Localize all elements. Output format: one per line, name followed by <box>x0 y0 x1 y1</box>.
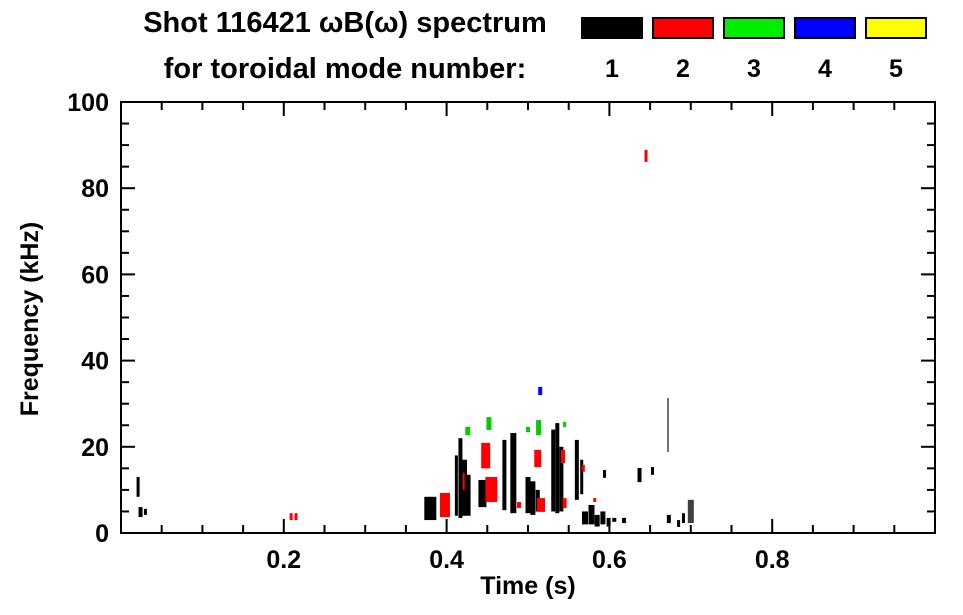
y-tick-label: 80 <box>81 175 109 203</box>
data-mark-mode-1 <box>588 504 595 525</box>
data-mark-mode-1 <box>667 398 670 452</box>
data-mark-mode-1 <box>559 446 564 512</box>
x-tick-label: 0.6 <box>592 546 627 574</box>
legend-swatch-mode-2 <box>652 17 714 39</box>
y-tick-label: 60 <box>81 261 109 289</box>
data-mark-mode-2 <box>593 498 597 502</box>
data-mark-mode-3 <box>526 426 530 433</box>
mode-legend: 1 2 3 4 5 <box>0 0 963 90</box>
data-mark-mode-3 <box>486 417 492 430</box>
y-tick-label: 40 <box>81 348 109 376</box>
y-tick-label: 100 <box>67 89 109 117</box>
legend-swatch-mode-3 <box>723 17 785 39</box>
data-mark-mode-1 <box>454 455 458 516</box>
data-mark-mode-2 <box>534 449 542 468</box>
data-mark-mode-1 <box>666 514 671 524</box>
data-mark-mode-1 <box>458 438 463 518</box>
legend-label-mode-3: 3 <box>747 55 761 83</box>
data-mark-mode-1 <box>502 439 507 511</box>
data-mark-mode-1 <box>612 517 617 522</box>
data-mark-mode-1 <box>637 467 642 483</box>
data-mark-mode-1 <box>138 507 143 518</box>
data-mark-mode-1 <box>681 513 685 524</box>
data-mark-mode-1 <box>530 481 536 515</box>
data-mark-mode-1 <box>603 470 607 478</box>
data-mark-mode-2 <box>537 498 546 512</box>
data-mark-mode-1 <box>510 433 517 514</box>
legend-swatch-mode-5 <box>865 17 927 39</box>
data-mark-mode-1 <box>136 476 140 497</box>
plot-frame <box>120 101 936 534</box>
data-mark-mode-2 <box>581 464 585 472</box>
data-mark-mode-1 <box>651 467 655 475</box>
data-mark-mode-2 <box>289 513 293 521</box>
data-mark-mode-2 <box>644 149 648 162</box>
data-mark-mode-1 <box>525 476 531 514</box>
data-mark-mode-2 <box>485 476 498 502</box>
legend-label-mode-5: 5 <box>889 55 903 83</box>
legend-label-mode-1: 1 <box>605 55 619 83</box>
data-mark-mode-2 <box>481 442 491 469</box>
data-mark-mode-3 <box>563 421 567 427</box>
data-mark-mode-1 <box>606 517 611 527</box>
x-tick-label: 0.4 <box>429 546 464 574</box>
data-mark-mode-1 <box>143 508 147 515</box>
data-mark-mode-1 <box>551 429 556 512</box>
data-mark-mode-2 <box>561 449 566 464</box>
data-mark-mode-1 <box>581 511 588 525</box>
legend-label-mode-4: 4 <box>818 55 832 83</box>
data-mark-mode-1 <box>622 517 627 524</box>
chart-title-line1: Shot 116421 ωB(ω) spectrum <box>143 7 547 39</box>
data-mark-mode-2 <box>562 498 567 509</box>
chart-title-line2: for toroidal mode number: <box>163 53 527 85</box>
data-mark-mode-3 <box>536 420 542 436</box>
data-mark-mode-1 <box>574 439 579 500</box>
data-mark-mode-1 <box>600 511 606 525</box>
y-axis-label: Frequency (kHz) <box>16 221 44 417</box>
data-mark-mode-1 <box>687 499 694 524</box>
x-axis-label: Time (s) <box>480 572 576 600</box>
legend-swatch-mode-4 <box>794 17 856 39</box>
x-tick-label: 0.2 <box>266 546 301 574</box>
x-tick-label: 0.8 <box>755 546 790 574</box>
data-mark-mode-1 <box>466 474 471 516</box>
y-tick-label: 0 <box>95 520 109 548</box>
chart-title: Shot 116421 ωB(ω) spectrum for toroidal … <box>95 0 595 92</box>
data-mark-mode-1 <box>594 514 600 527</box>
data-mark-mode-1 <box>555 423 560 514</box>
data-mark-mode-2 <box>517 501 522 509</box>
data-mark-mode-3 <box>465 426 471 436</box>
legend-label-mode-2: 2 <box>676 55 690 83</box>
data-mark-mode-1 <box>580 459 584 495</box>
data-mark-mode-2 <box>439 492 450 518</box>
data-mark-mode-2 <box>294 513 298 521</box>
data-mark-mode-1 <box>677 520 681 527</box>
legend-swatch-mode-1 <box>581 17 643 39</box>
data-mark-mode-4 <box>538 386 543 396</box>
data-mark-mode-1 <box>478 479 487 508</box>
data-mark-mode-1 <box>424 496 437 521</box>
y-tick-label: 20 <box>81 434 109 462</box>
data-mark-mode-2 <box>462 472 465 490</box>
